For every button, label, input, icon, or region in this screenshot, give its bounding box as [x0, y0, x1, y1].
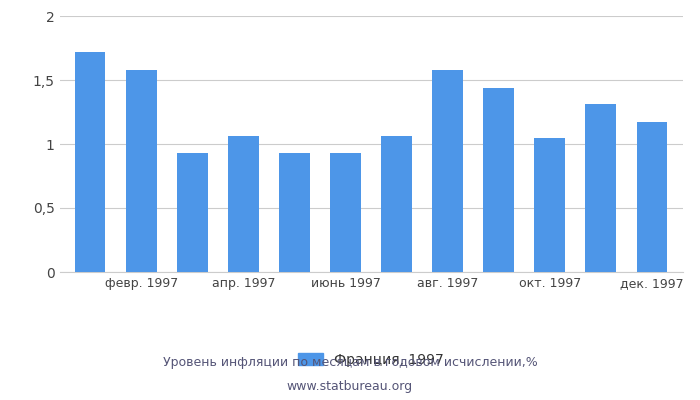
Bar: [483, 88, 514, 272]
Bar: [636, 122, 667, 272]
Bar: [585, 104, 616, 272]
Text: www.statbureau.org: www.statbureau.org: [287, 380, 413, 393]
Bar: [433, 70, 463, 272]
Bar: [126, 70, 157, 272]
Bar: [228, 136, 259, 272]
Text: Уровень инфляции по месяцам в годовом исчислении,%: Уровень инфляции по месяцам в годовом ис…: [162, 356, 538, 369]
Legend: Франция, 1997: Франция, 1997: [293, 348, 449, 372]
Bar: [330, 153, 360, 272]
Bar: [177, 153, 208, 272]
Bar: [75, 52, 106, 272]
Bar: [534, 138, 565, 272]
Bar: [279, 153, 309, 272]
Bar: [382, 136, 412, 272]
